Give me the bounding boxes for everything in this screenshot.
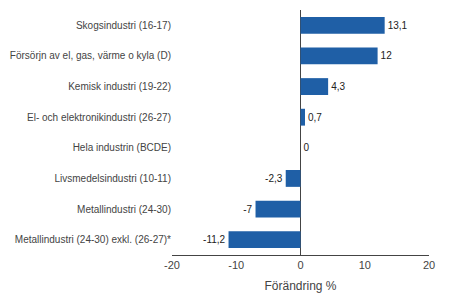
svg-text:Skogsindustri (16-17): Skogsindustri (16-17) (76, 20, 171, 31)
svg-text:Livsmedelsindustri (10-11): Livsmedelsindustri (10-11) (54, 173, 171, 184)
svg-text:-2,3: -2,3 (265, 173, 283, 184)
svg-text:-7: -7 (243, 204, 252, 215)
svg-text:0,7: 0,7 (308, 112, 322, 123)
svg-text:El- och elektronikindustri (26: El- och elektronikindustri (26-27) (27, 112, 171, 123)
svg-text:Försörjn av el, gas, värme o k: Försörjn av el, gas, värme o kyla (D) (10, 50, 171, 61)
svg-text:4,3: 4,3 (331, 81, 345, 92)
svg-text:Kemisk industri (19-22): Kemisk industri (19-22) (68, 81, 171, 92)
svg-text:0: 0 (297, 259, 303, 271)
svg-text:Metallindustri (24-30): Metallindustri (24-30) (77, 204, 171, 215)
svg-text:-11,2: -11,2 (203, 234, 225, 245)
svg-text:0: 0 (304, 142, 310, 153)
svg-text:-20: -20 (164, 259, 180, 271)
svg-text:10: 10 (359, 259, 371, 271)
svg-text:-10: -10 (228, 259, 244, 271)
svg-text:Metallindustri (24-30) exkl. (: Metallindustri (24-30) exkl. (26-27)* (15, 234, 171, 245)
svg-text:Hela industrin (BCDE): Hela industrin (BCDE) (73, 142, 171, 153)
svg-text:12: 12 (381, 50, 393, 61)
svg-text:20: 20 (423, 259, 435, 271)
svg-text:Förändring %: Förändring % (264, 279, 336, 293)
svg-text:13,1: 13,1 (388, 20, 408, 31)
